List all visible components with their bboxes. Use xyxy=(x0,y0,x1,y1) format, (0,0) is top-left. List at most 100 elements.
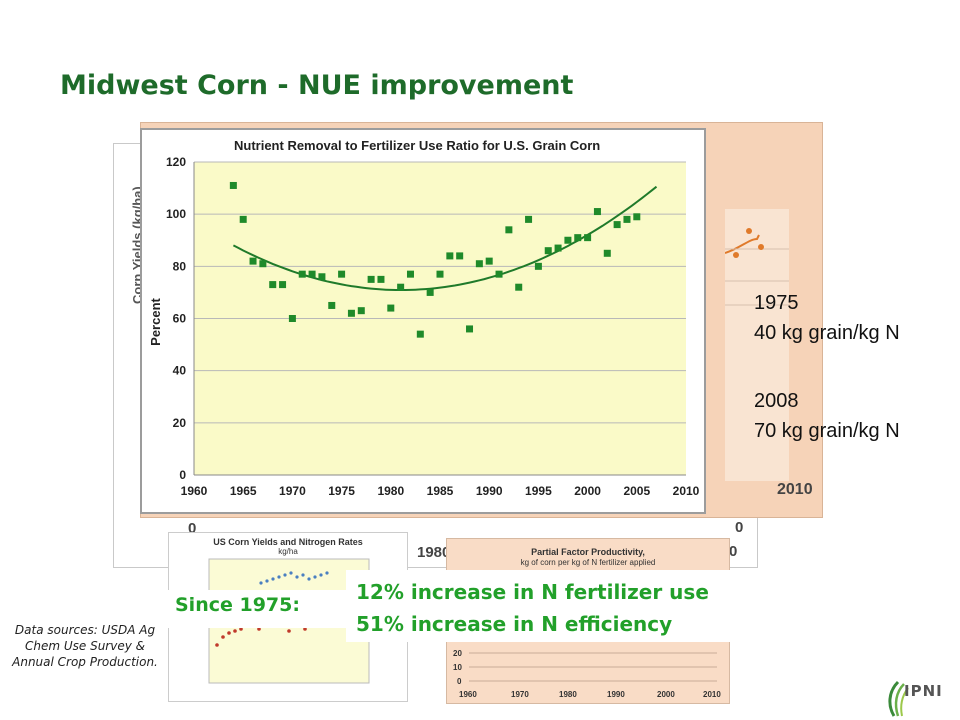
y-tick-label: 60 xyxy=(173,312,187,326)
since-1975-label: Since 1975: xyxy=(175,594,300,616)
x-tick-label: 2000 xyxy=(574,484,601,498)
note-year-2008: 2008 xyxy=(754,390,799,412)
data-point xyxy=(259,260,267,268)
data-point xyxy=(485,257,493,265)
x-tick-label: 1995 xyxy=(525,484,552,498)
data-point xyxy=(475,260,483,268)
data-point xyxy=(456,252,464,260)
data-point xyxy=(387,304,395,312)
data-sources-note: Data sources: USDA Ag Chem Use Survey & … xyxy=(12,623,158,669)
data-point xyxy=(279,281,287,289)
data-point xyxy=(426,288,434,296)
note-value-2008: 70 kg grain/kg N xyxy=(754,420,900,442)
y-tick-labels: 0 20 40 60 80 100 120 xyxy=(166,155,186,482)
data-point xyxy=(613,221,621,229)
data-point xyxy=(584,234,592,242)
since-box xyxy=(168,590,346,628)
data-point xyxy=(357,307,365,315)
data-point xyxy=(338,270,346,278)
pfp-plot-strip xyxy=(724,209,789,481)
data-point xyxy=(367,275,375,283)
y-axis-label: Percent xyxy=(148,297,163,345)
zero-left-label: 0 xyxy=(188,520,197,537)
x-fragment-right-label: 0 xyxy=(729,543,738,560)
svg-text:2010: 2010 xyxy=(703,690,721,699)
data-point xyxy=(495,270,503,278)
svg-text:1980: 1980 xyxy=(559,690,577,699)
x-tick-label: 1960 xyxy=(181,484,208,498)
pfp-mini-trend xyxy=(724,228,789,306)
data-point xyxy=(249,257,257,265)
x-tick-label: 2005 xyxy=(623,484,650,498)
data-point xyxy=(416,330,424,338)
data-point xyxy=(406,270,414,278)
increase-box xyxy=(346,570,782,642)
x-tick-labels: 1960 1965 1970 1975 1980 1985 1990 1995 2000 2005… xyxy=(181,484,700,498)
main-chart: Nutrient Removal to Fertilizer Use Ratio… xyxy=(140,128,706,514)
data-point xyxy=(593,208,601,216)
data-point xyxy=(623,215,631,223)
zero-right-label: 0 xyxy=(735,519,744,536)
axes xyxy=(193,162,686,476)
efficiency-increase-text: 51% increase in N efficiency xyxy=(356,612,673,636)
y-tick-label: 0 xyxy=(179,468,186,482)
data-point xyxy=(347,309,355,317)
y-tick-label: 120 xyxy=(166,155,186,169)
data-points xyxy=(229,181,641,338)
svg-text:0: 0 xyxy=(457,677,462,686)
y-tick-label: 20 xyxy=(173,416,187,430)
main-chart-svg: Nutrient Removal to Fertilizer Use Ratio… xyxy=(148,138,700,498)
svg-text:2000: 2000 xyxy=(657,690,675,699)
x-tick-label: 1975 xyxy=(328,484,355,498)
y-tick-label: 100 xyxy=(166,207,186,221)
data-point xyxy=(328,301,336,309)
small-left-unit: kg/ha xyxy=(278,547,298,556)
x-tick-label: 1985 xyxy=(427,484,454,498)
data-point xyxy=(318,273,326,281)
x-tick-label: 1990 xyxy=(476,484,503,498)
data-point xyxy=(554,244,562,252)
data-point xyxy=(229,181,237,189)
data-point xyxy=(298,270,306,278)
data-point xyxy=(525,215,533,223)
data-point xyxy=(534,262,542,270)
data-point xyxy=(239,215,247,223)
note-year-1975: 1975 xyxy=(754,292,799,314)
ipni-logo-text: IPNI xyxy=(904,682,943,700)
grid-lines xyxy=(194,161,686,424)
x-tick-label: 2010 xyxy=(673,484,700,498)
svg-text:1990: 1990 xyxy=(607,690,625,699)
data-point xyxy=(446,252,454,260)
fertilizer-increase-text: 12% increase in N fertilizer use xyxy=(356,580,709,604)
data-point xyxy=(377,275,385,283)
data-point xyxy=(397,283,405,291)
svg-text:10: 10 xyxy=(453,663,462,672)
x-tick-label: 1980 xyxy=(377,484,404,498)
data-point xyxy=(269,281,277,289)
pfp-year-label: 2010 xyxy=(777,481,813,498)
data-point xyxy=(308,270,316,278)
x-tick-label: 1970 xyxy=(279,484,306,498)
y-tick-label: 80 xyxy=(173,259,187,273)
data-point xyxy=(564,236,572,244)
data-point xyxy=(288,315,296,322)
svg-text:20: 20 xyxy=(453,649,462,658)
data-point xyxy=(544,247,552,255)
slide-title: Midwest Corn - NUE improvement xyxy=(60,70,574,101)
y-tick-label: 40 xyxy=(173,364,187,378)
note-value-1975: 40 kg grain/kg N xyxy=(754,322,900,344)
data-point xyxy=(515,283,523,291)
chart-title: Nutrient Removal to Fertilizer Use Ratio… xyxy=(234,138,600,153)
data-point xyxy=(505,226,513,234)
small-left-title: US Corn Yields and Nitrogen Rates xyxy=(213,537,363,547)
ipni-logo-icon xyxy=(888,680,909,717)
x-fragment-label: 1980 xyxy=(417,544,451,561)
svg-text:1960: 1960 xyxy=(459,690,477,699)
x-tick-label: 1965 xyxy=(230,484,257,498)
data-point xyxy=(436,270,444,278)
data-point xyxy=(466,325,474,333)
small-right-subtitle: kg of corn per kg of N fertilizer applie… xyxy=(520,558,656,567)
svg-text:1970: 1970 xyxy=(511,690,529,699)
data-point xyxy=(574,234,582,242)
data-point xyxy=(603,249,611,257)
